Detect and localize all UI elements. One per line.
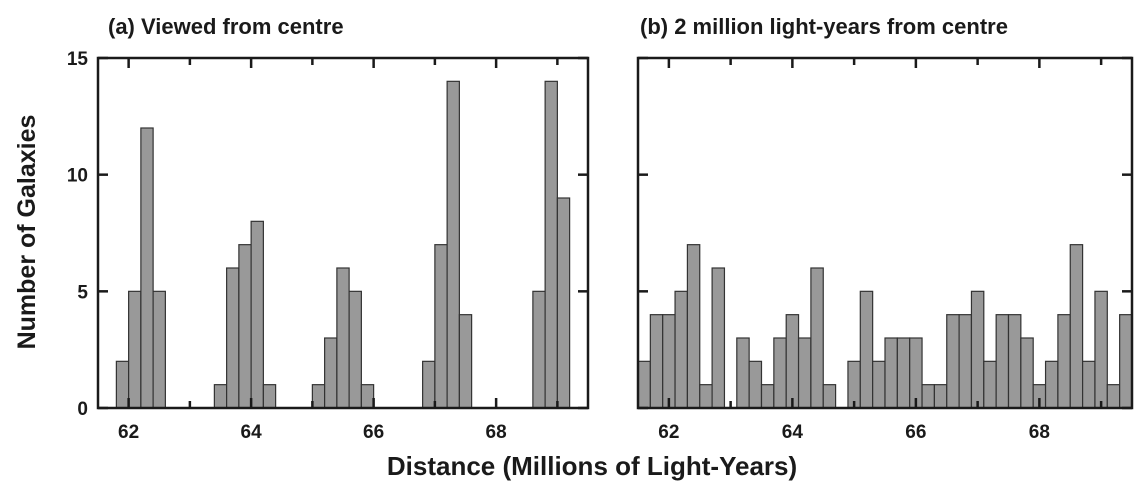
panel-a-bar-63.5 [213, 384, 228, 409]
panel-a-bar-64.1 [250, 220, 264, 409]
panel-b-bar-66.6 [946, 314, 960, 409]
panel-b-bar-62.2 [674, 290, 688, 409]
panel-a-bar-69.1 [556, 197, 571, 409]
panel-a-bar-67.5 [458, 314, 473, 409]
panel-b-bar-64.2 [797, 337, 812, 409]
panel-a-bar-65.7 [348, 290, 362, 409]
panel-b-bar-65.2 [859, 290, 874, 409]
panel-b-bar-68.6 [1069, 244, 1084, 409]
panel-b-2-million-ly-from-centre: (b) 2 million light-years from centre 62 6… [636, 14, 1134, 443]
panel-b-bar-62.6 [699, 384, 713, 409]
panel-b-bar-68.2 [1044, 360, 1059, 409]
panel-a-bar-65.3 [324, 337, 338, 409]
panel-b-bar-66.4 [933, 384, 948, 409]
panel-a-bar-63.9 [238, 244, 252, 409]
panel-b-bar-66 [909, 337, 923, 409]
panel-a-bar-65.5 [336, 267, 350, 409]
panel-b-bar-67.2 [983, 360, 997, 409]
panel-b-xtick-label: 68 [1029, 422, 1050, 443]
panel-a-bar-65.9 [360, 384, 375, 409]
panel-a-xtick-label: 64 [241, 422, 263, 443]
panel-b-bar-62.8 [711, 267, 726, 409]
panel-b-frame [636, 56, 1134, 410]
panel-b-bar-67.4 [995, 314, 1010, 409]
panel-b-bar-67.8 [1020, 337, 1034, 409]
panel-a-ytick-label: 5 [77, 282, 88, 303]
panel-a-bar-67.3 [446, 80, 460, 409]
panel-a-bar-61.9 [115, 360, 130, 409]
panel-a-xtick-label: 66 [363, 422, 384, 443]
panel-a-bar-63.7 [226, 267, 240, 409]
panel-b-bar-63.6 [760, 384, 775, 409]
panel-a-bar-62.5 [152, 290, 166, 409]
panel-b-bar-67.6 [1007, 314, 1022, 409]
panel-b-xtick-label: 66 [905, 422, 926, 443]
panel-b-bar-64 [785, 314, 800, 409]
panel-b-title: (b) 2 million light-years from centre [640, 14, 1008, 39]
panel-b-bar-63.4 [748, 360, 763, 409]
panel-b-bar-67 [970, 290, 985, 409]
panel-b-bar-63.2 [736, 337, 750, 409]
panel-b-bar-62 [662, 314, 676, 409]
panel-b-bar-62.4 [686, 244, 701, 409]
panel-a-frame [96, 56, 590, 410]
panel-a-xtick-label: 68 [486, 422, 507, 443]
panel-b-bar-66.8 [958, 314, 973, 409]
x-axis-label: Distance (Millions of Light-Years) [387, 451, 797, 481]
panel-b-bar-63.8 [773, 337, 787, 409]
panel-a-bar-64.3 [262, 384, 277, 409]
panel-b-bar-66.2 [921, 384, 935, 409]
panel-b-bar-65.4 [872, 360, 886, 409]
panel-a-xtick-label: 62 [118, 422, 139, 443]
panel-b-bar-68.8 [1081, 360, 1096, 409]
panel-b-bar-65.6 [884, 337, 898, 409]
panel-b-bar-61.6 [637, 360, 651, 409]
panel-b-bar-69 [1094, 290, 1108, 409]
panel-b-bar-64.6 [822, 384, 837, 409]
panel-b-bar-68.4 [1057, 314, 1071, 409]
panel-b-bar-64.4 [810, 267, 824, 409]
panel-a-title: (a) Viewed from centre [108, 14, 344, 39]
panel-b-bar-61.8 [649, 314, 664, 409]
panel-a-bar-62.1 [128, 290, 142, 409]
panel-b-bar-65.8 [896, 337, 911, 409]
panel-b-bar-69.2 [1106, 384, 1121, 409]
panel-a-ytick-label: 0 [77, 399, 88, 420]
panel-a-bar-65.1 [311, 384, 326, 409]
panel-a-bar-68.9 [544, 80, 558, 409]
panel-a-ytick-label: 15 [67, 49, 89, 70]
panel-a-ytick-label: 10 [67, 166, 88, 187]
panel-b-bar-69.4 [1119, 314, 1133, 409]
panel-a-bar-67.1 [434, 244, 448, 409]
panel-a-viewed-from-centre: (a) Viewed from centre 62 64 66 68 0 5 10 15 [67, 14, 590, 443]
panel-a-bar-62.3 [140, 127, 154, 409]
panel-b-xtick-label: 64 [782, 422, 804, 443]
y-axis-label: Number of Galaxies [13, 115, 41, 350]
panel-a-bar-68.7 [532, 290, 546, 409]
panel-b-xtick-label: 62 [658, 422, 679, 443]
panel-a-bar-66.9 [422, 360, 436, 409]
